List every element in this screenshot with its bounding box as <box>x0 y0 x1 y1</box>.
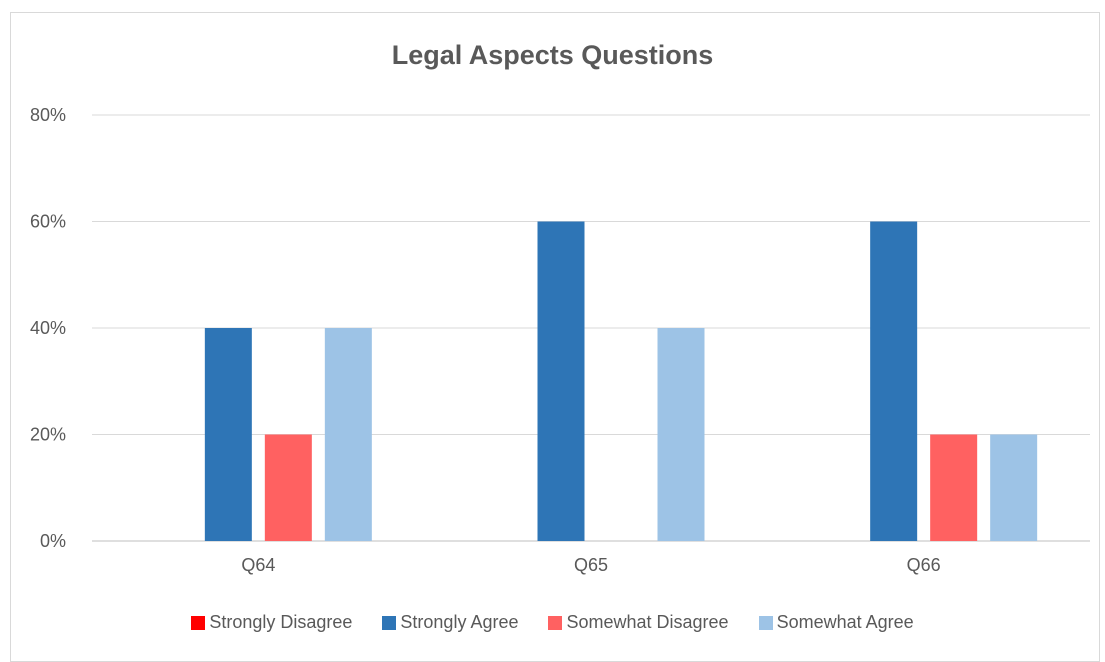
legend-swatch <box>382 615 397 630</box>
y-tick-label: 20% <box>30 425 66 445</box>
legend-item: Somewhat Disagree <box>548 612 729 633</box>
legend-item: Strongly Disagree <box>191 612 352 633</box>
legend-swatch <box>191 615 206 630</box>
bar-q64-somewhat-agree <box>324 328 372 541</box>
bar-chart: 0% 20% 40% 60% 80% Q64 Q65 Q66 <box>30 105 1090 575</box>
legend-label: Strongly Agree <box>400 612 519 632</box>
legend-swatch <box>548 615 563 630</box>
x-tick-label: Q66 <box>907 555 941 575</box>
x-tick-label: Q65 <box>574 555 608 575</box>
bar-q64-strongly-agree <box>204 328 252 541</box>
chart-legend: Strongly Disagree Strongly Agree Somewhat … <box>0 612 1105 633</box>
legend-swatch <box>758 615 773 630</box>
legend-item: Somewhat Agree <box>758 612 914 633</box>
legend-label: Somewhat Agree <box>776 612 914 632</box>
chart-title: Legal Aspects Questions <box>391 40 714 70</box>
y-tick-label: 40% <box>30 318 66 338</box>
legend-label: Somewhat Disagree <box>566 612 729 632</box>
y-tick-label: 80% <box>30 105 66 125</box>
legend-label: Strongly Disagree <box>209 612 353 632</box>
bar-q65-somewhat-agree <box>657 328 705 541</box>
legend-item: Strongly Agree <box>382 612 518 633</box>
x-tick-label: Q64 <box>241 555 275 575</box>
bar-q66-somewhat-disagree <box>930 434 978 541</box>
bar-q66-strongly-agree <box>870 221 918 541</box>
y-tick-label: 60% <box>30 212 66 232</box>
y-tick-label: 0% <box>40 531 66 551</box>
bar-q64-somewhat-disagree <box>264 434 312 541</box>
bar-q65-strongly-agree <box>537 221 585 541</box>
bar-q66-somewhat-agree <box>990 434 1038 541</box>
